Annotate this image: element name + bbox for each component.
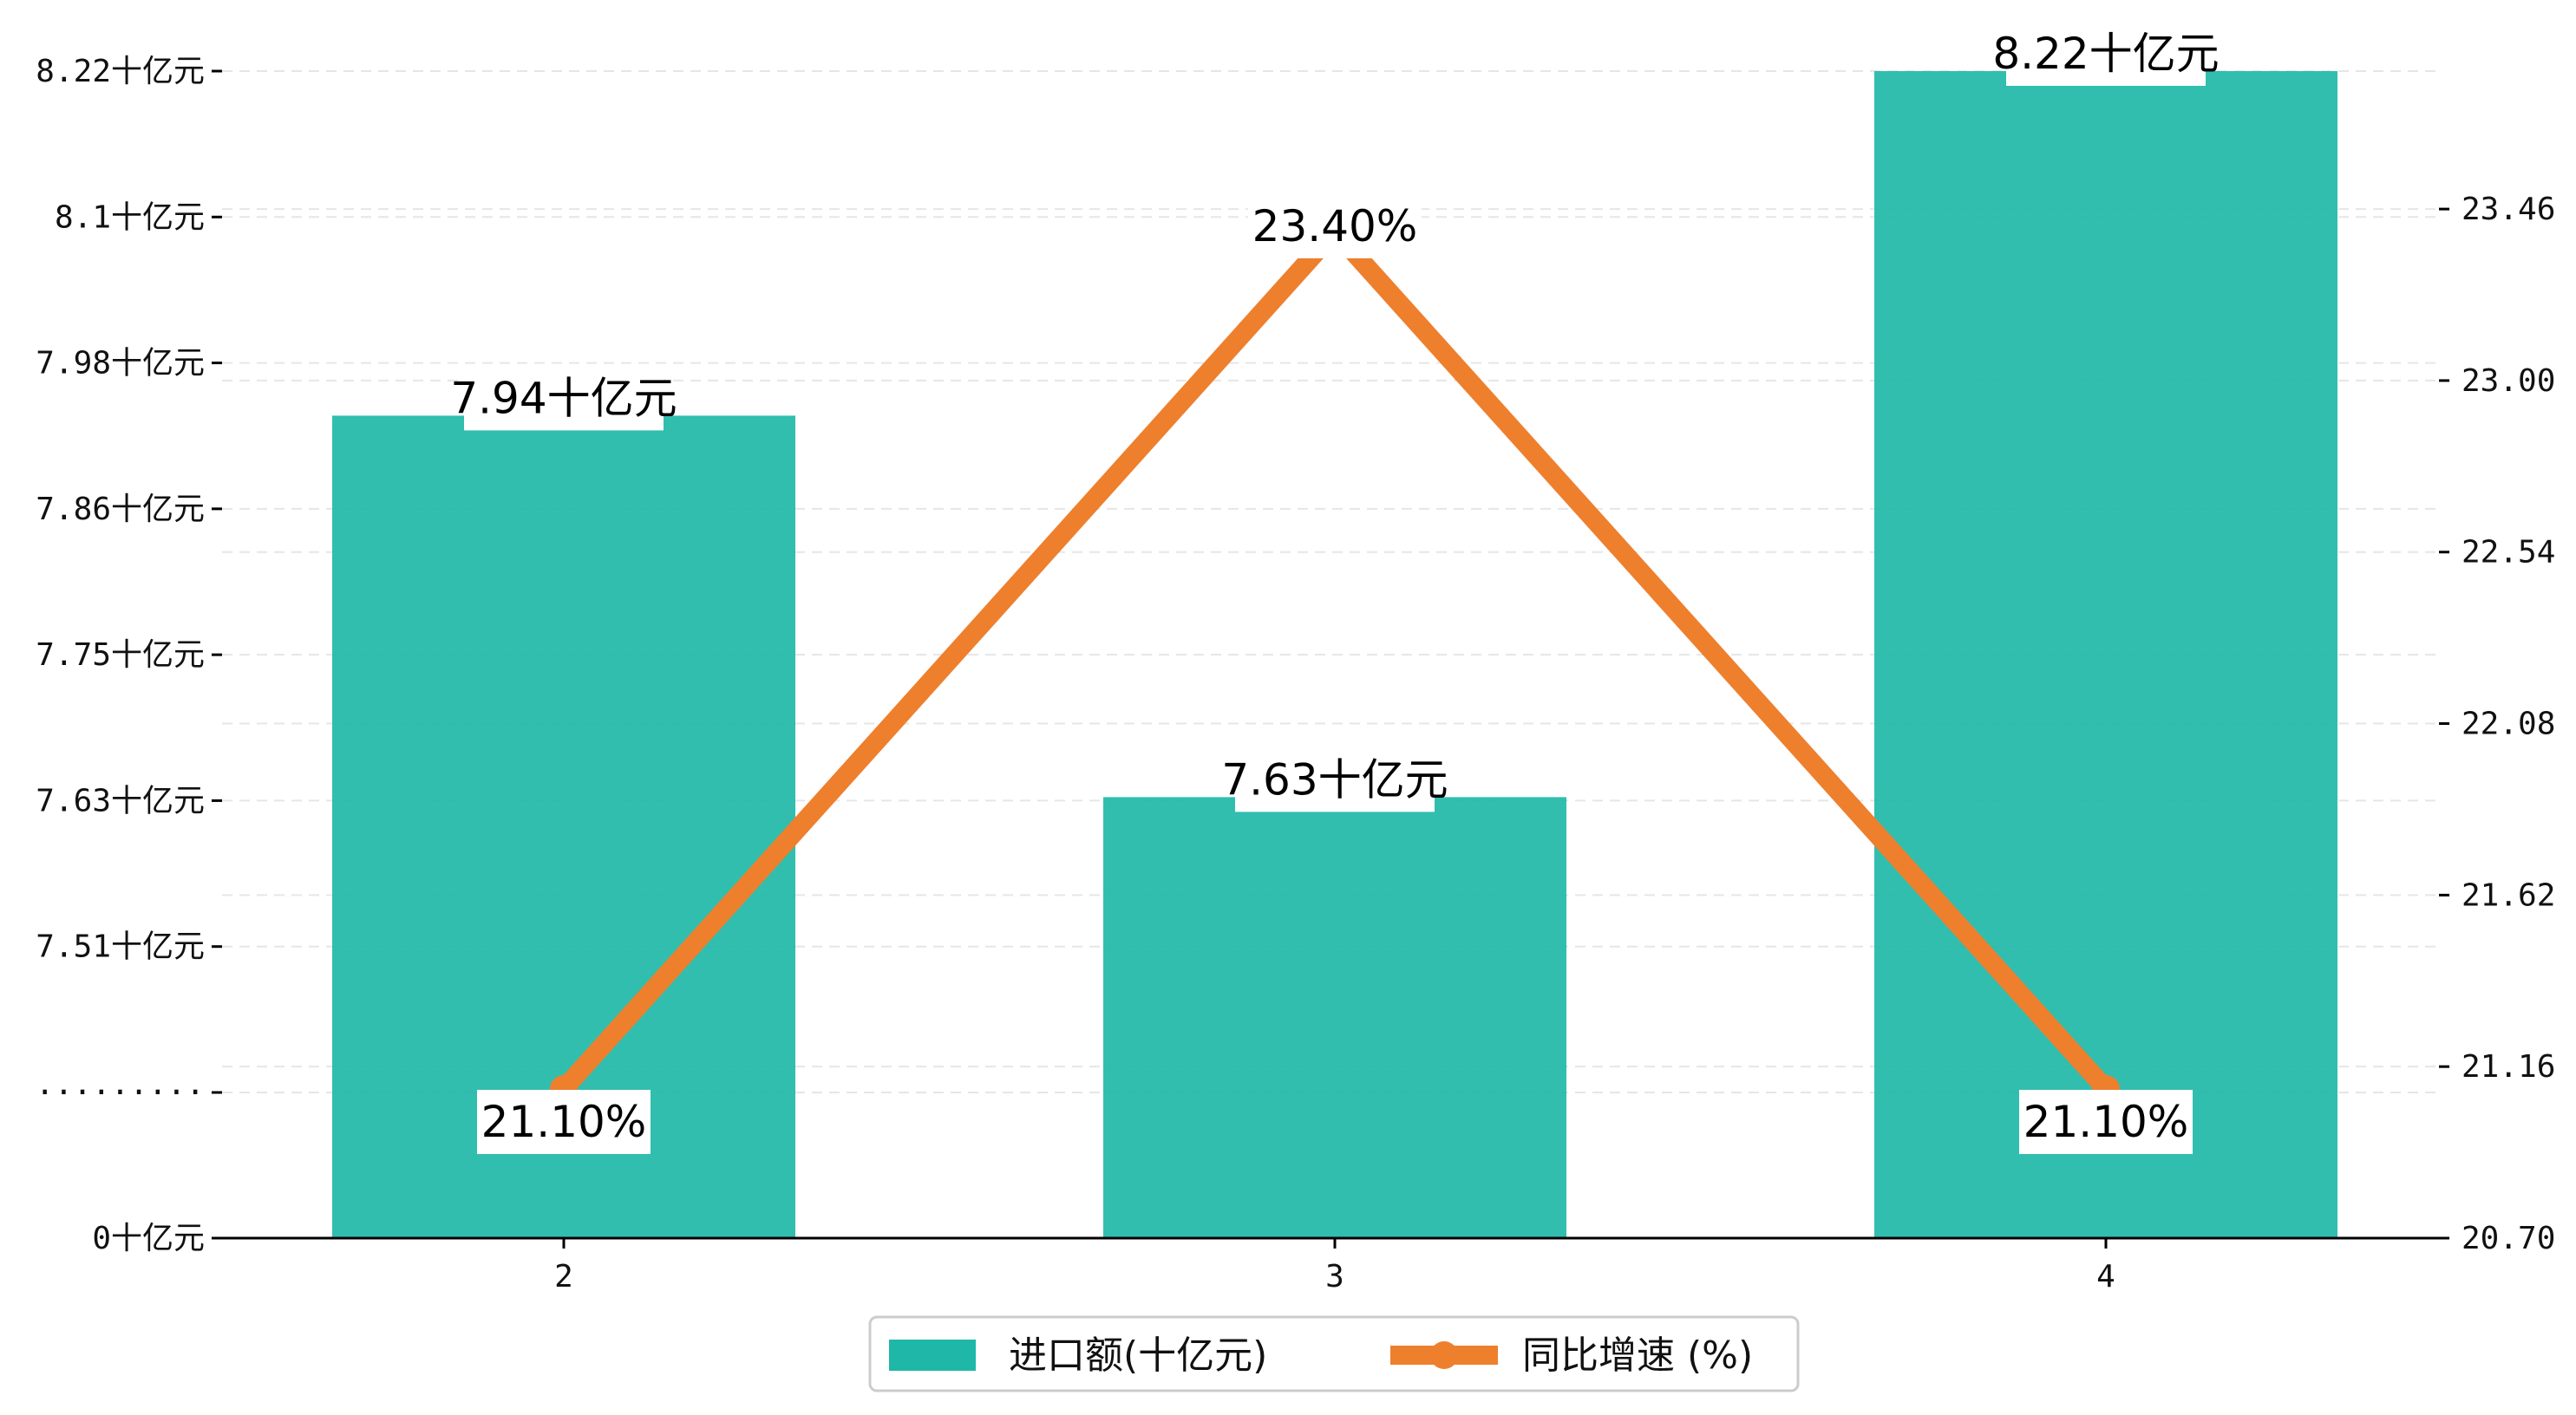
- left-tick-label: 8.22十亿元: [36, 54, 205, 89]
- left-tick-label: 0十亿元: [92, 1221, 205, 1256]
- line-value-label-box: [477, 1089, 651, 1154]
- x-tick-label: 3: [1325, 1259, 1344, 1294]
- axes: [212, 69, 2449, 1249]
- bar-3: [1103, 797, 1566, 1238]
- line-value-label: 23.40%: [1252, 201, 1418, 251]
- bar-4: [1874, 71, 2337, 1238]
- line-value-label: 21.10%: [2024, 1097, 2189, 1147]
- left-tick-label: 7.98十亿元: [36, 346, 205, 381]
- left-tick-label: 7.86十亿元: [36, 492, 205, 527]
- legend-swatch-marker: [1430, 1341, 1458, 1369]
- legend: 进口额(十亿元) 同比增速 (%): [868, 1315, 1800, 1392]
- bar-value-label-box: [2006, 22, 2206, 86]
- bar-value-label-box: [464, 366, 664, 431]
- left-tick-label: 8.1十亿元: [55, 199, 205, 235]
- bar-value-label: 8.22十亿元: [1992, 29, 2219, 79]
- line-value-label-box: [2019, 1089, 2193, 1154]
- left-tick-label: 7.63十亿元: [36, 783, 205, 818]
- tick-labels: 0十亿元 ········· 7.51十亿元 7.63十亿元 7.75十亿元 7.86十亿…: [36, 54, 2555, 1294]
- bar-value-label-box: [1235, 747, 1435, 812]
- left-tick-label: 7.51十亿元: [36, 929, 205, 965]
- right-tick-label: 20.70: [2462, 1221, 2555, 1256]
- right-tick-label: 22.08: [2462, 707, 2555, 742]
- legend-label-bar: 进口额(十亿元): [1009, 1333, 1267, 1378]
- bar-value-label: 7.63十亿元: [1221, 754, 1448, 805]
- legend-label-line: 同比增速 (%): [1522, 1333, 1753, 1378]
- legend-box: [868, 1315, 1800, 1392]
- x-tick-label: 4: [2096, 1259, 2115, 1294]
- left-tick-label: 7.75十亿元: [36, 637, 205, 673]
- right-tick-label: 23.00: [2462, 363, 2555, 399]
- legend-swatch-bar: [889, 1340, 976, 1371]
- line-value-label: 21.10%: [481, 1097, 647, 1147]
- right-tick-label: 22.54: [2462, 535, 2555, 571]
- data-labels: 7.94十亿元 7.63十亿元 8.22十亿元 21.10% 23.40% 21.10%: [450, 22, 2220, 1154]
- x-tick-label: 2: [554, 1259, 573, 1294]
- right-tick-label: 21.16: [2462, 1049, 2555, 1085]
- right-tick-label: 23.46: [2462, 192, 2555, 227]
- left-tick-label: ·········: [36, 1075, 205, 1111]
- bar-value-label: 7.94十亿元: [450, 373, 677, 423]
- line-value-label-box: [1248, 193, 1422, 258]
- right-tick-label: 21.62: [2462, 877, 2555, 913]
